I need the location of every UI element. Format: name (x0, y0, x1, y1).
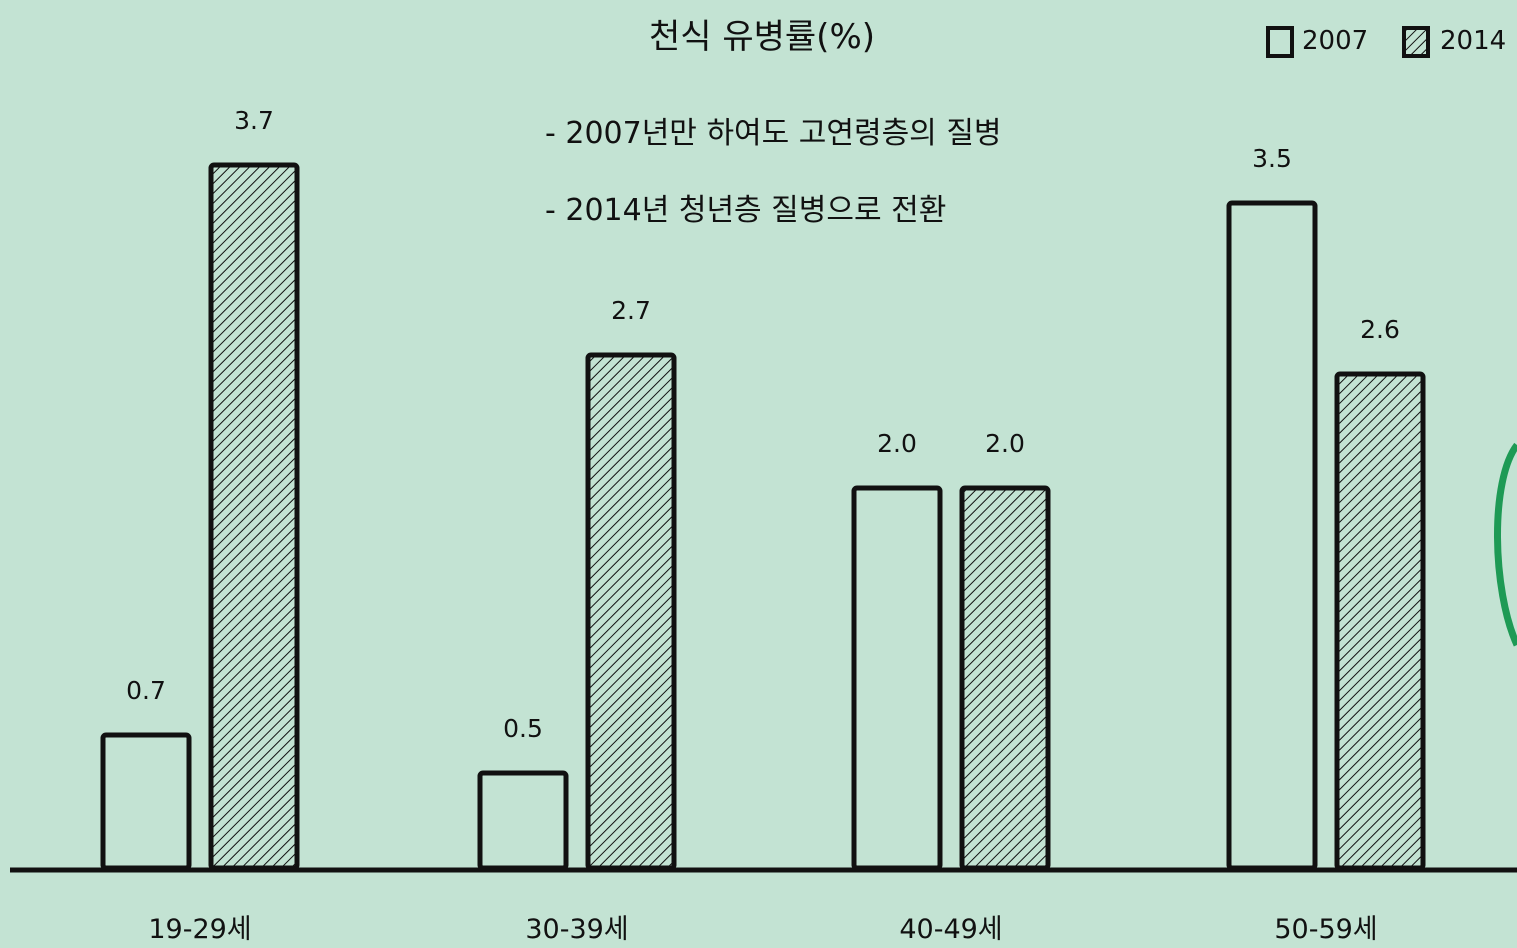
bar-2014-4 (1334, 371, 1426, 871)
value-label-2014-3: 2.0 (985, 429, 1025, 458)
bar-2014-1 (208, 162, 300, 871)
annotation-2: - 2014년 청년층 질병으로 전환 (545, 193, 946, 228)
annotation-1: - 2007년만 하여도 고연령층의 질병 (545, 116, 1002, 151)
bar-2007-4 (1226, 200, 1318, 871)
value-label-2007-3: 2.0 (877, 429, 917, 458)
value-label-2014-1: 3.7 (234, 106, 274, 135)
category-label-1: 19-29세 (148, 914, 251, 945)
bar-2007-1 (100, 732, 192, 871)
decorative-arc (1494, 442, 1517, 647)
category-label-2: 30-39세 (525, 914, 628, 945)
legend-swatch-2014 (1402, 26, 1430, 58)
value-label-2014-4: 2.6 (1360, 315, 1400, 344)
legend-label-2014: 2014 (1440, 26, 1506, 56)
value-label-2007-4: 3.5 (1252, 144, 1292, 173)
legend-swatch-2007 (1266, 26, 1294, 58)
bar-2014-3 (959, 485, 1051, 871)
bar-2007-2 (477, 770, 569, 871)
legend: 2007 2014 (1266, 26, 1506, 58)
chart-title: 천식 유병률(%) (649, 17, 875, 57)
value-label-2014-2: 2.7 (611, 296, 651, 325)
value-label-2007-2: 0.5 (503, 714, 543, 743)
bar-2014-2 (585, 352, 677, 871)
value-label-2007-1: 0.7 (126, 676, 166, 705)
bar-2007-3 (851, 485, 943, 871)
legend-label-2007: 2007 (1302, 26, 1368, 56)
category-label-3: 40-49세 (899, 914, 1002, 945)
category-label-4: 50-59세 (1274, 914, 1377, 945)
